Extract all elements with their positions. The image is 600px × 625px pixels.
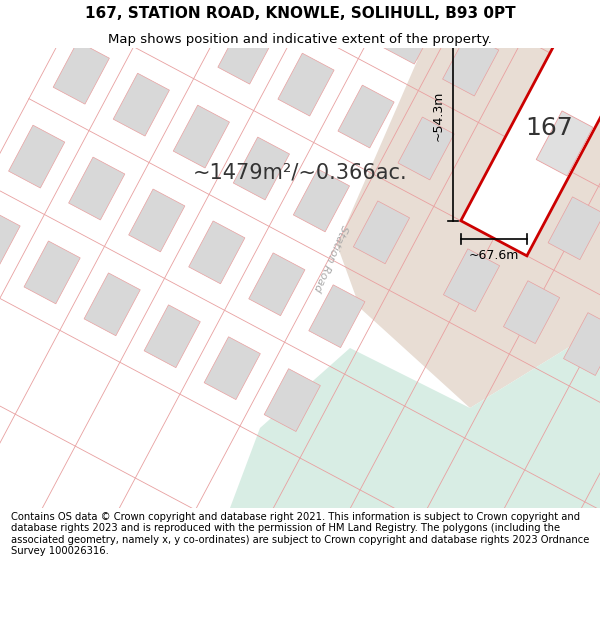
Text: ~67.6m: ~67.6m [469,249,519,262]
Text: 167, STATION ROAD, KNOWLE, SOLIHULL, B93 0PT: 167, STATION ROAD, KNOWLE, SOLIHULL, B93… [85,6,515,21]
Polygon shape [533,81,589,144]
Polygon shape [128,189,185,252]
Polygon shape [53,41,109,104]
Polygon shape [173,105,229,168]
Polygon shape [488,165,544,228]
Text: 167: 167 [526,116,574,141]
Polygon shape [293,169,350,232]
Polygon shape [548,197,600,259]
Text: ~54.3m: ~54.3m [432,91,445,141]
Polygon shape [461,11,600,256]
Polygon shape [398,117,454,180]
Polygon shape [24,241,80,304]
Polygon shape [68,157,125,220]
Polygon shape [443,33,499,96]
Polygon shape [338,85,394,148]
Polygon shape [353,201,410,264]
Polygon shape [320,48,600,408]
Polygon shape [113,73,169,136]
Polygon shape [8,125,65,188]
Text: Map shows position and indicative extent of the property.: Map shows position and indicative extent… [108,33,492,46]
Polygon shape [218,21,274,84]
Text: ~1479m²/~0.366ac.: ~1479m²/~0.366ac. [193,163,407,183]
Polygon shape [278,53,334,116]
Polygon shape [577,0,600,60]
Polygon shape [204,337,260,399]
Polygon shape [233,137,289,200]
Polygon shape [230,328,600,508]
Polygon shape [264,369,320,431]
Polygon shape [144,305,200,368]
Polygon shape [0,209,20,272]
Polygon shape [84,273,140,336]
Polygon shape [563,312,600,376]
Polygon shape [188,221,245,284]
Polygon shape [443,249,500,312]
Polygon shape [503,281,560,344]
Polygon shape [163,36,418,520]
Text: Station Road: Station Road [311,223,349,293]
Polygon shape [249,253,305,316]
Polygon shape [309,285,365,348]
Polygon shape [383,1,439,64]
Text: Contains OS data © Crown copyright and database right 2021. This information is : Contains OS data © Crown copyright and d… [11,511,589,556]
Polygon shape [536,111,593,176]
